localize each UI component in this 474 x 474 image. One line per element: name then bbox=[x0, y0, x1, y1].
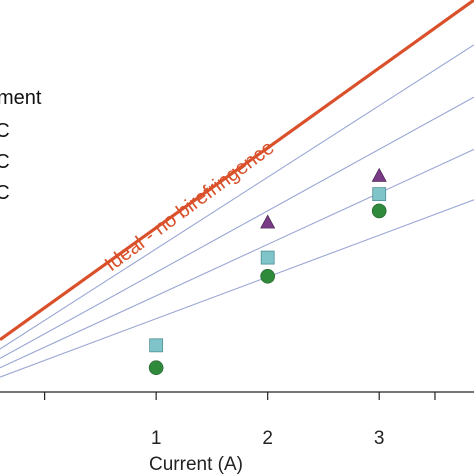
square-marker-1 bbox=[149, 338, 164, 353]
x-ticks: 1 2 3 bbox=[44, 392, 436, 449]
x-axis-title: Current (A) bbox=[149, 454, 243, 474]
legend: ment ºC ºC ºC bbox=[0, 87, 42, 204]
legend-entry-4: ºC bbox=[0, 182, 10, 204]
square-marker-2 bbox=[260, 250, 275, 265]
fit-line-4 bbox=[0, 199, 474, 378]
triangle-marker-2 bbox=[371, 167, 387, 182]
circle-marker-2 bbox=[260, 268, 275, 284]
ideal-line-annotation: Ideal - no birefringence bbox=[101, 137, 279, 276]
plot-lines bbox=[0, 0, 474, 378]
x-tick-label-3: 3 bbox=[374, 428, 385, 449]
circle-marker-3 bbox=[371, 203, 387, 219]
circle-marker-1 bbox=[148, 360, 164, 376]
square-marker-3 bbox=[372, 187, 387, 202]
triangle-marker-1 bbox=[260, 214, 276, 229]
legend-entry-3: ºC bbox=[0, 151, 10, 173]
fit-line-1 bbox=[0, 44, 474, 350]
x-tick-label-2: 2 bbox=[262, 428, 273, 449]
ideal-line bbox=[0, 0, 474, 342]
legend-entry-2: ºC bbox=[0, 120, 10, 142]
fit-line-2 bbox=[0, 96, 474, 359]
legend-entry-1: ment bbox=[0, 87, 42, 109]
x-tick-label-1: 1 bbox=[151, 428, 162, 449]
plot-markers bbox=[148, 167, 387, 376]
fit-line-3 bbox=[0, 148, 474, 369]
